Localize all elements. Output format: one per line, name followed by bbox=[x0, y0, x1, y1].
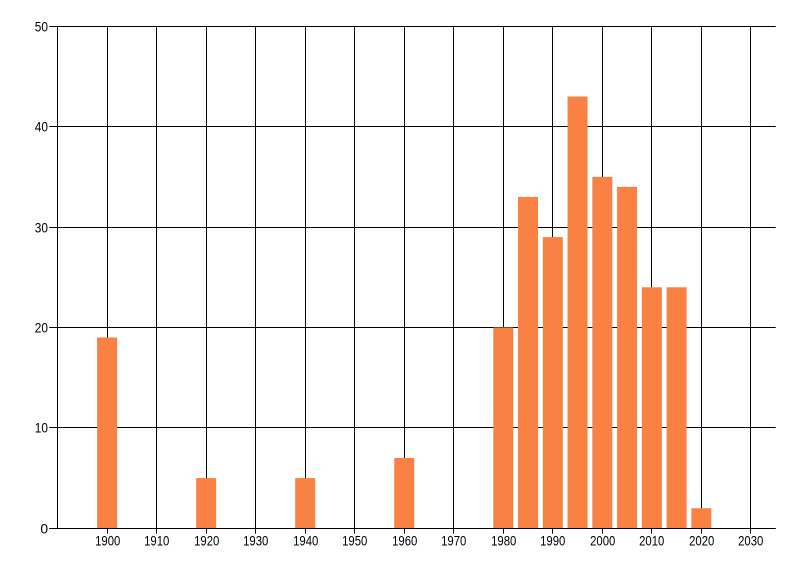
svg-text:1950: 1950 bbox=[342, 534, 367, 549]
svg-text:10: 10 bbox=[35, 420, 48, 435]
svg-text:30: 30 bbox=[35, 220, 48, 235]
svg-text:2030: 2030 bbox=[738, 534, 763, 549]
svg-text:0: 0 bbox=[40, 521, 48, 536]
svg-text:1970: 1970 bbox=[441, 534, 466, 549]
svg-text:20: 20 bbox=[35, 320, 48, 335]
svg-text:50: 50 bbox=[35, 19, 48, 34]
svg-text:1940: 1940 bbox=[293, 534, 318, 549]
svg-text:1980: 1980 bbox=[491, 534, 516, 549]
svg-text:2000: 2000 bbox=[590, 534, 615, 549]
svg-text:40: 40 bbox=[35, 119, 48, 134]
svg-text:1900: 1900 bbox=[95, 534, 120, 549]
svg-text:1910: 1910 bbox=[144, 534, 169, 549]
svg-text:1930: 1930 bbox=[243, 534, 268, 549]
svg-text:2020: 2020 bbox=[689, 534, 714, 549]
svg-text:1990: 1990 bbox=[540, 534, 565, 549]
svg-text:1960: 1960 bbox=[392, 534, 417, 549]
svg-text:1920: 1920 bbox=[194, 534, 219, 549]
svg-text:2010: 2010 bbox=[639, 534, 664, 549]
